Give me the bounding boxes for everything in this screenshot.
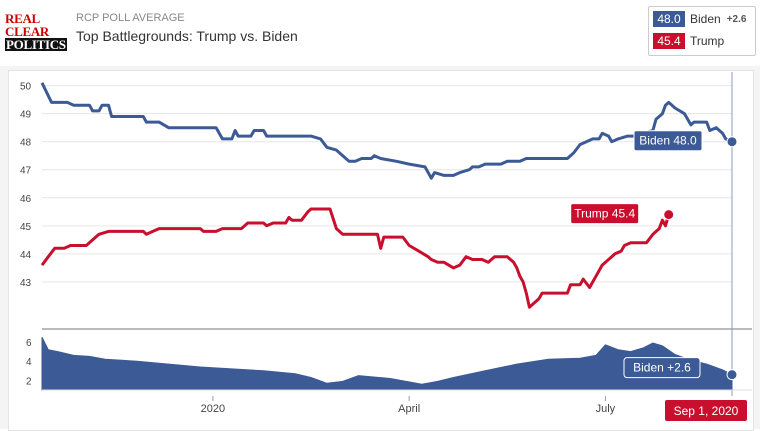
biden-series-line [40, 82, 733, 180]
y-tick-label: 46 [20, 194, 32, 205]
logo-line-3: POLITICS [5, 37, 67, 52]
spread-y-tick-label: 2 [26, 376, 32, 387]
legend-name-biden: Biden [690, 12, 721, 26]
logo-line-1: REAL [5, 11, 40, 26]
y-tick-label: 49 [20, 110, 32, 121]
chart-header: REAL CLEAR POLITICS RCP POLL AVERAGE Top… [0, 0, 760, 66]
legend-name-trump: Trump [690, 34, 725, 48]
logo-line-2: CLEAR [5, 24, 50, 39]
legend-value-biden: 48.0 [653, 11, 685, 27]
legend-item-trump: 45.4 Trump [653, 33, 724, 49]
y-tick-label: 43 [20, 278, 32, 289]
date-pill[interactable] [665, 400, 747, 421]
spread-y-tick-label: 6 [26, 338, 32, 349]
trump-end-label-box [570, 203, 640, 225]
legend-spread-biden: +2.6 [726, 13, 747, 25]
y-tick-label: 47 [20, 166, 32, 177]
x-tick-label: 2020 [201, 403, 225, 415]
y-tick-label: 45 [20, 222, 32, 233]
legend-item-biden: 48.0 Biden +2.6 [653, 11, 746, 27]
trump-end-label: Trump 45.4 [574, 207, 635, 221]
poll-average-kicker: RCP POLL AVERAGE [76, 12, 185, 24]
legend: 48.0 Biden +2.6 45.4 Trump [648, 6, 756, 56]
spread-y-tick-label: 4 [26, 357, 32, 368]
rcp-logo: REAL CLEAR POLITICS [3, 12, 67, 52]
biden-end-label: Biden 48.0 [639, 134, 697, 148]
spread-end-label-box [623, 357, 701, 379]
trump-end-marker[interactable] [663, 209, 675, 221]
spread-area [41, 336, 733, 391]
date-pill-label: Sep 1, 2020 [674, 404, 739, 418]
y-tick-label: 50 [20, 82, 32, 93]
trump-series-line [40, 207, 671, 309]
chart-area[interactable]: 43 44 45 46 47 48 49 50 Biden 48.0 Trump 45.4 2 4 6 B… [0, 66, 760, 431]
biden-end-marker[interactable] [726, 136, 738, 148]
spread-end-marker[interactable] [726, 369, 738, 381]
x-tick-label: July [596, 403, 616, 415]
y-tick-label: 44 [20, 250, 32, 261]
chart-title: Top Battlegrounds: Trump vs. Biden [76, 28, 298, 44]
y-tick-label: 48 [20, 138, 32, 149]
spread-end-label: Biden +2.6 [633, 361, 691, 375]
x-tick-label: April [398, 403, 420, 415]
biden-end-label-box [633, 130, 703, 152]
legend-value-trump: 45.4 [653, 33, 685, 49]
